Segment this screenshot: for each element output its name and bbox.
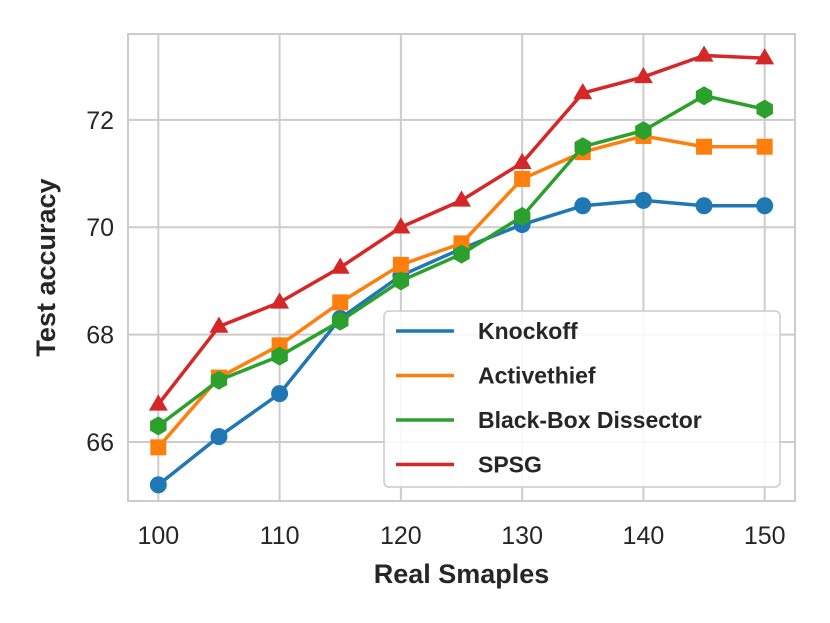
- black-box-dissector-point: [453, 244, 470, 264]
- legend-label: Knockoff: [478, 318, 578, 344]
- knockoff-point: [756, 197, 774, 215]
- series-spsg: [148, 45, 775, 411]
- activethief-point: [332, 294, 349, 311]
- legend-item-black-box-dissector: Black-Box Dissector: [396, 407, 702, 433]
- spsg-point: [512, 152, 532, 170]
- x-tick-label: 140: [623, 522, 665, 550]
- plot-frame: [127, 33, 796, 502]
- knockoff-point: [210, 428, 228, 446]
- black-box-dissector-point: [695, 86, 713, 106]
- legend: Knockoff Activethief Black-Box Dissector SP…: [383, 310, 781, 488]
- x-tick-label: 120: [380, 522, 422, 550]
- knockoff-point: [149, 476, 167, 494]
- x-tick-labels: 100 110 120 130 140 150: [137, 522, 785, 550]
- x-tick-label: 150: [744, 522, 786, 550]
- activethief-point: [514, 170, 531, 187]
- legend-label: Black-Box Dissector: [478, 407, 702, 433]
- y-tick-labels: 66 68 70 72: [86, 107, 114, 457]
- legend-item-knockoff: Knockoff: [396, 318, 578, 344]
- knockoff-point: [574, 197, 592, 215]
- black-box-dissector-point: [150, 416, 167, 436]
- activethief-point: [756, 138, 773, 155]
- activethief-point: [150, 439, 167, 456]
- activethief-point: [392, 256, 409, 273]
- legend-item-spsg: SPSG: [396, 452, 542, 478]
- black-box-dissector-point: [332, 311, 349, 331]
- series-activethief: [150, 127, 773, 456]
- spsg-point: [573, 83, 593, 100]
- y-tick-label: 68: [86, 322, 114, 350]
- x-tick-label: 100: [137, 522, 179, 550]
- y-axis-label: Test accuracy: [31, 178, 61, 356]
- spsg-point: [330, 257, 350, 274]
- legend-label: Activethief: [478, 363, 596, 389]
- spsg-point: [452, 190, 471, 207]
- spsg-point: [391, 217, 411, 234]
- spsg-point: [270, 292, 290, 309]
- x-tick-label: 110: [260, 522, 300, 550]
- knockoff-point: [634, 191, 652, 209]
- spsg-point: [755, 48, 775, 65]
- black-box-dissector-point: [756, 99, 773, 119]
- black-box-dissector-point: [210, 370, 228, 390]
- spsg-point: [148, 394, 168, 411]
- y-tick-label: 72: [86, 107, 114, 135]
- spsg-point: [694, 45, 714, 62]
- legend-box: [383, 310, 781, 488]
- series-black-box-dissector: [150, 86, 773, 436]
- knockoff-point: [695, 197, 713, 215]
- series-layer: [148, 45, 775, 494]
- black-box-dissector-point: [271, 346, 288, 366]
- black-box-dissector-point: [635, 121, 652, 141]
- x-axis-label: Real Smaples: [374, 559, 550, 589]
- black-box-dissector-point: [574, 137, 591, 157]
- y-tick-label: 66: [86, 429, 114, 457]
- legend-label: SPSG: [478, 452, 542, 478]
- legend-item-activethief: Activethief: [396, 363, 596, 389]
- knockoff-point: [271, 385, 289, 403]
- y-tick-label: 70: [86, 214, 114, 242]
- x-tick-label: 130: [501, 522, 543, 550]
- black-box-dissector-point: [392, 271, 410, 291]
- activethief-point: [696, 138, 713, 155]
- black-box-dissector-point: [513, 207, 531, 227]
- spsg-point: [633, 66, 653, 84]
- spsg-point: [209, 316, 229, 333]
